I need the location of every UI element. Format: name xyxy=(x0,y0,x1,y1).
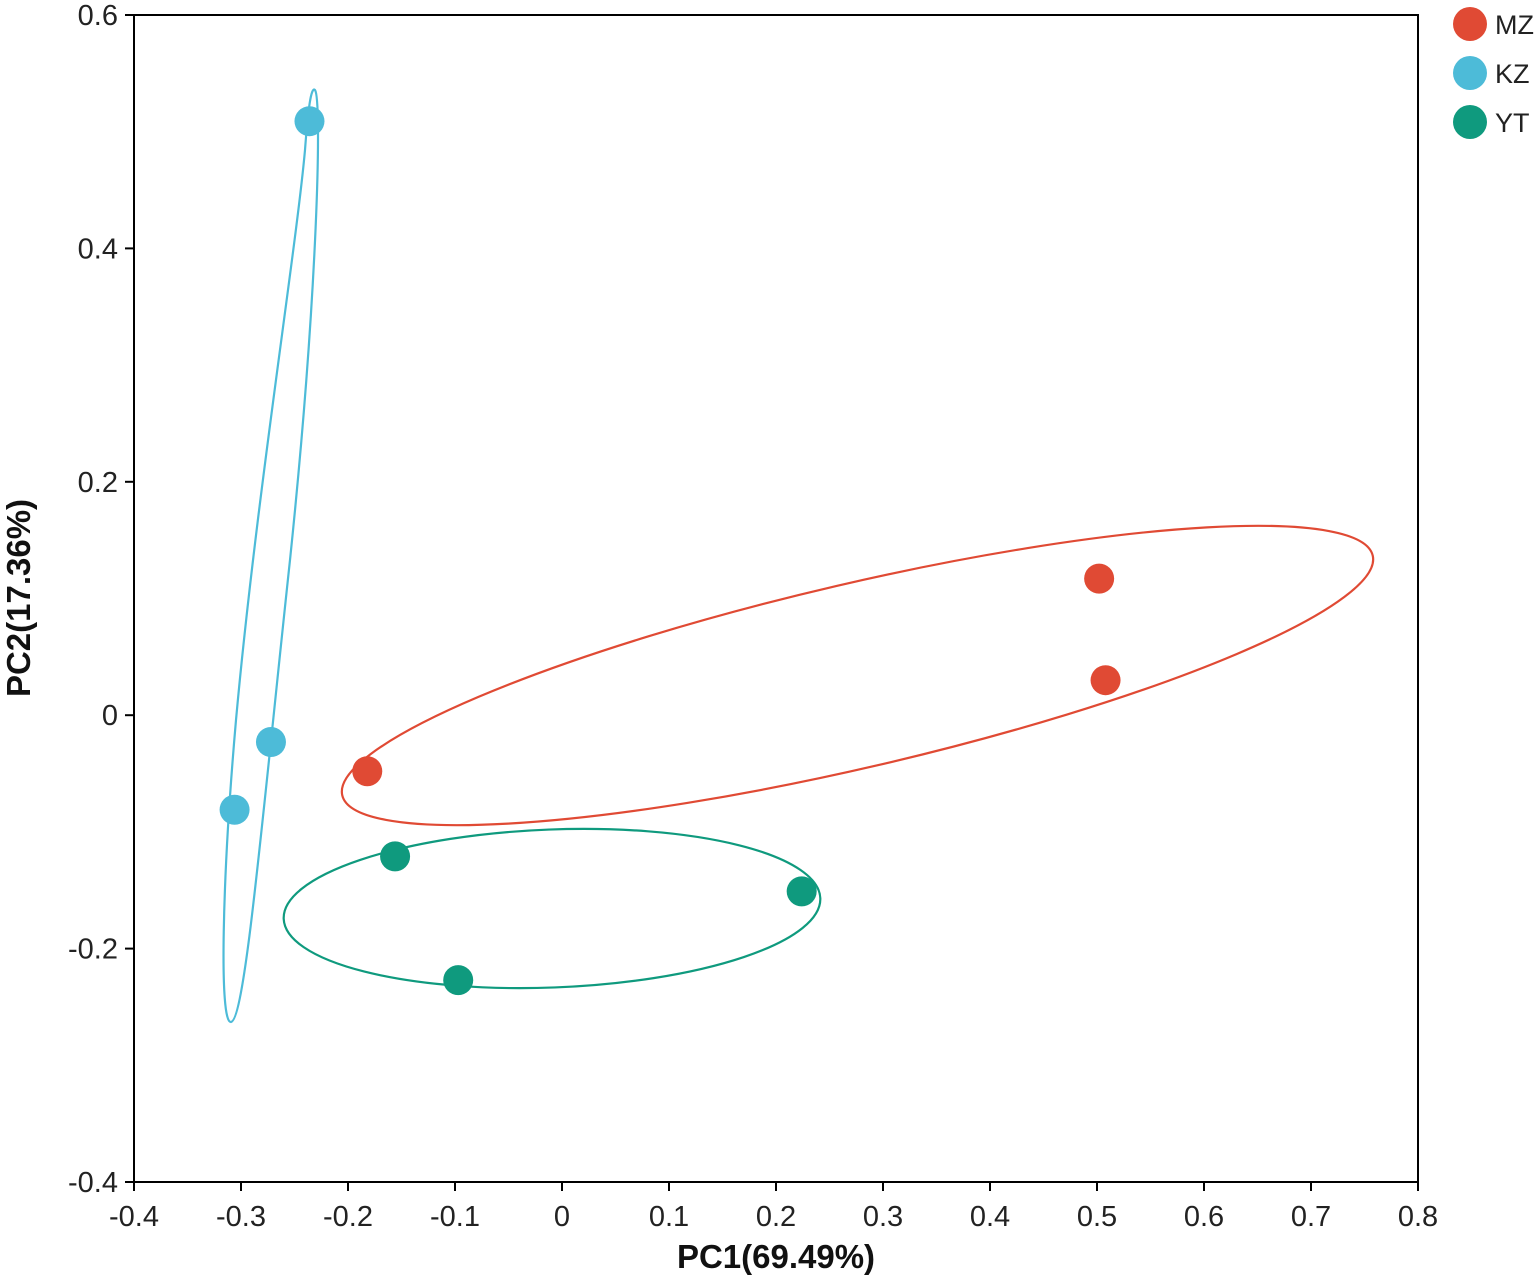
x-tick-label: 0.6 xyxy=(1184,1201,1224,1233)
x-tick-label: 0.5 xyxy=(1077,1201,1117,1233)
legend-marker-kz xyxy=(1453,56,1487,90)
y-tick-label: 0.6 xyxy=(78,0,118,32)
y-tick-label: 0.2 xyxy=(78,467,118,499)
point-yt xyxy=(380,841,411,872)
point-kz xyxy=(255,727,286,758)
y-tick-label: -0.2 xyxy=(68,934,118,966)
y-axis-ticks: -0.4 -0.2 0 0.2 0.4 0.6 xyxy=(68,0,134,1199)
y-tick-label: 0 xyxy=(102,700,118,732)
legend-label-kz: KZ xyxy=(1495,59,1530,89)
x-tick-label: -0.1 xyxy=(430,1201,480,1233)
x-tick-label: -0.2 xyxy=(323,1201,373,1233)
x-tick-label: 0.1 xyxy=(649,1201,689,1233)
point-yt xyxy=(443,965,474,996)
point-mz xyxy=(1090,665,1121,696)
legend-marker-mz xyxy=(1453,7,1487,41)
x-tick-label: 0.4 xyxy=(970,1201,1010,1233)
ellipse-yt xyxy=(282,827,822,990)
point-mz xyxy=(1084,563,1115,594)
confidence-ellipses xyxy=(222,88,1375,1024)
x-tick-label: 0 xyxy=(554,1201,570,1233)
ellipse-mz xyxy=(340,524,1375,827)
legend-label-yt: YT xyxy=(1495,108,1530,138)
y-axis-title: PC2(17.36%) xyxy=(0,499,37,697)
data-points xyxy=(219,106,1121,996)
x-tick-label: 0.7 xyxy=(1291,1201,1331,1233)
y-tick-label: -0.4 xyxy=(68,1167,118,1199)
x-tick-label: 0.3 xyxy=(863,1201,903,1233)
x-tick-label: 0.2 xyxy=(756,1201,796,1233)
point-kz xyxy=(294,106,325,137)
x-tick-label: -0.4 xyxy=(109,1201,159,1233)
ellipse-kz xyxy=(222,88,320,1024)
point-mz xyxy=(352,756,383,787)
x-axis-title: PC1(69.49%) xyxy=(677,1238,875,1275)
legend: MZ KZ YT xyxy=(1453,7,1534,139)
x-axis-ticks: -0.4 -0.3 -0.2 -0.1 0 0.1 0.2 0.3 0.4 0.5 0.6 0.7 0.… xyxy=(109,1182,1438,1233)
point-kz xyxy=(219,794,250,825)
point-yt xyxy=(786,876,817,907)
legend-marker-yt xyxy=(1453,105,1487,139)
x-tick-label: -0.3 xyxy=(216,1201,266,1233)
x-tick-label: 0.8 xyxy=(1398,1201,1438,1233)
plot-frame xyxy=(133,14,1419,1183)
y-tick-label: 0.4 xyxy=(78,233,118,265)
legend-label-mz: MZ xyxy=(1495,10,1534,40)
